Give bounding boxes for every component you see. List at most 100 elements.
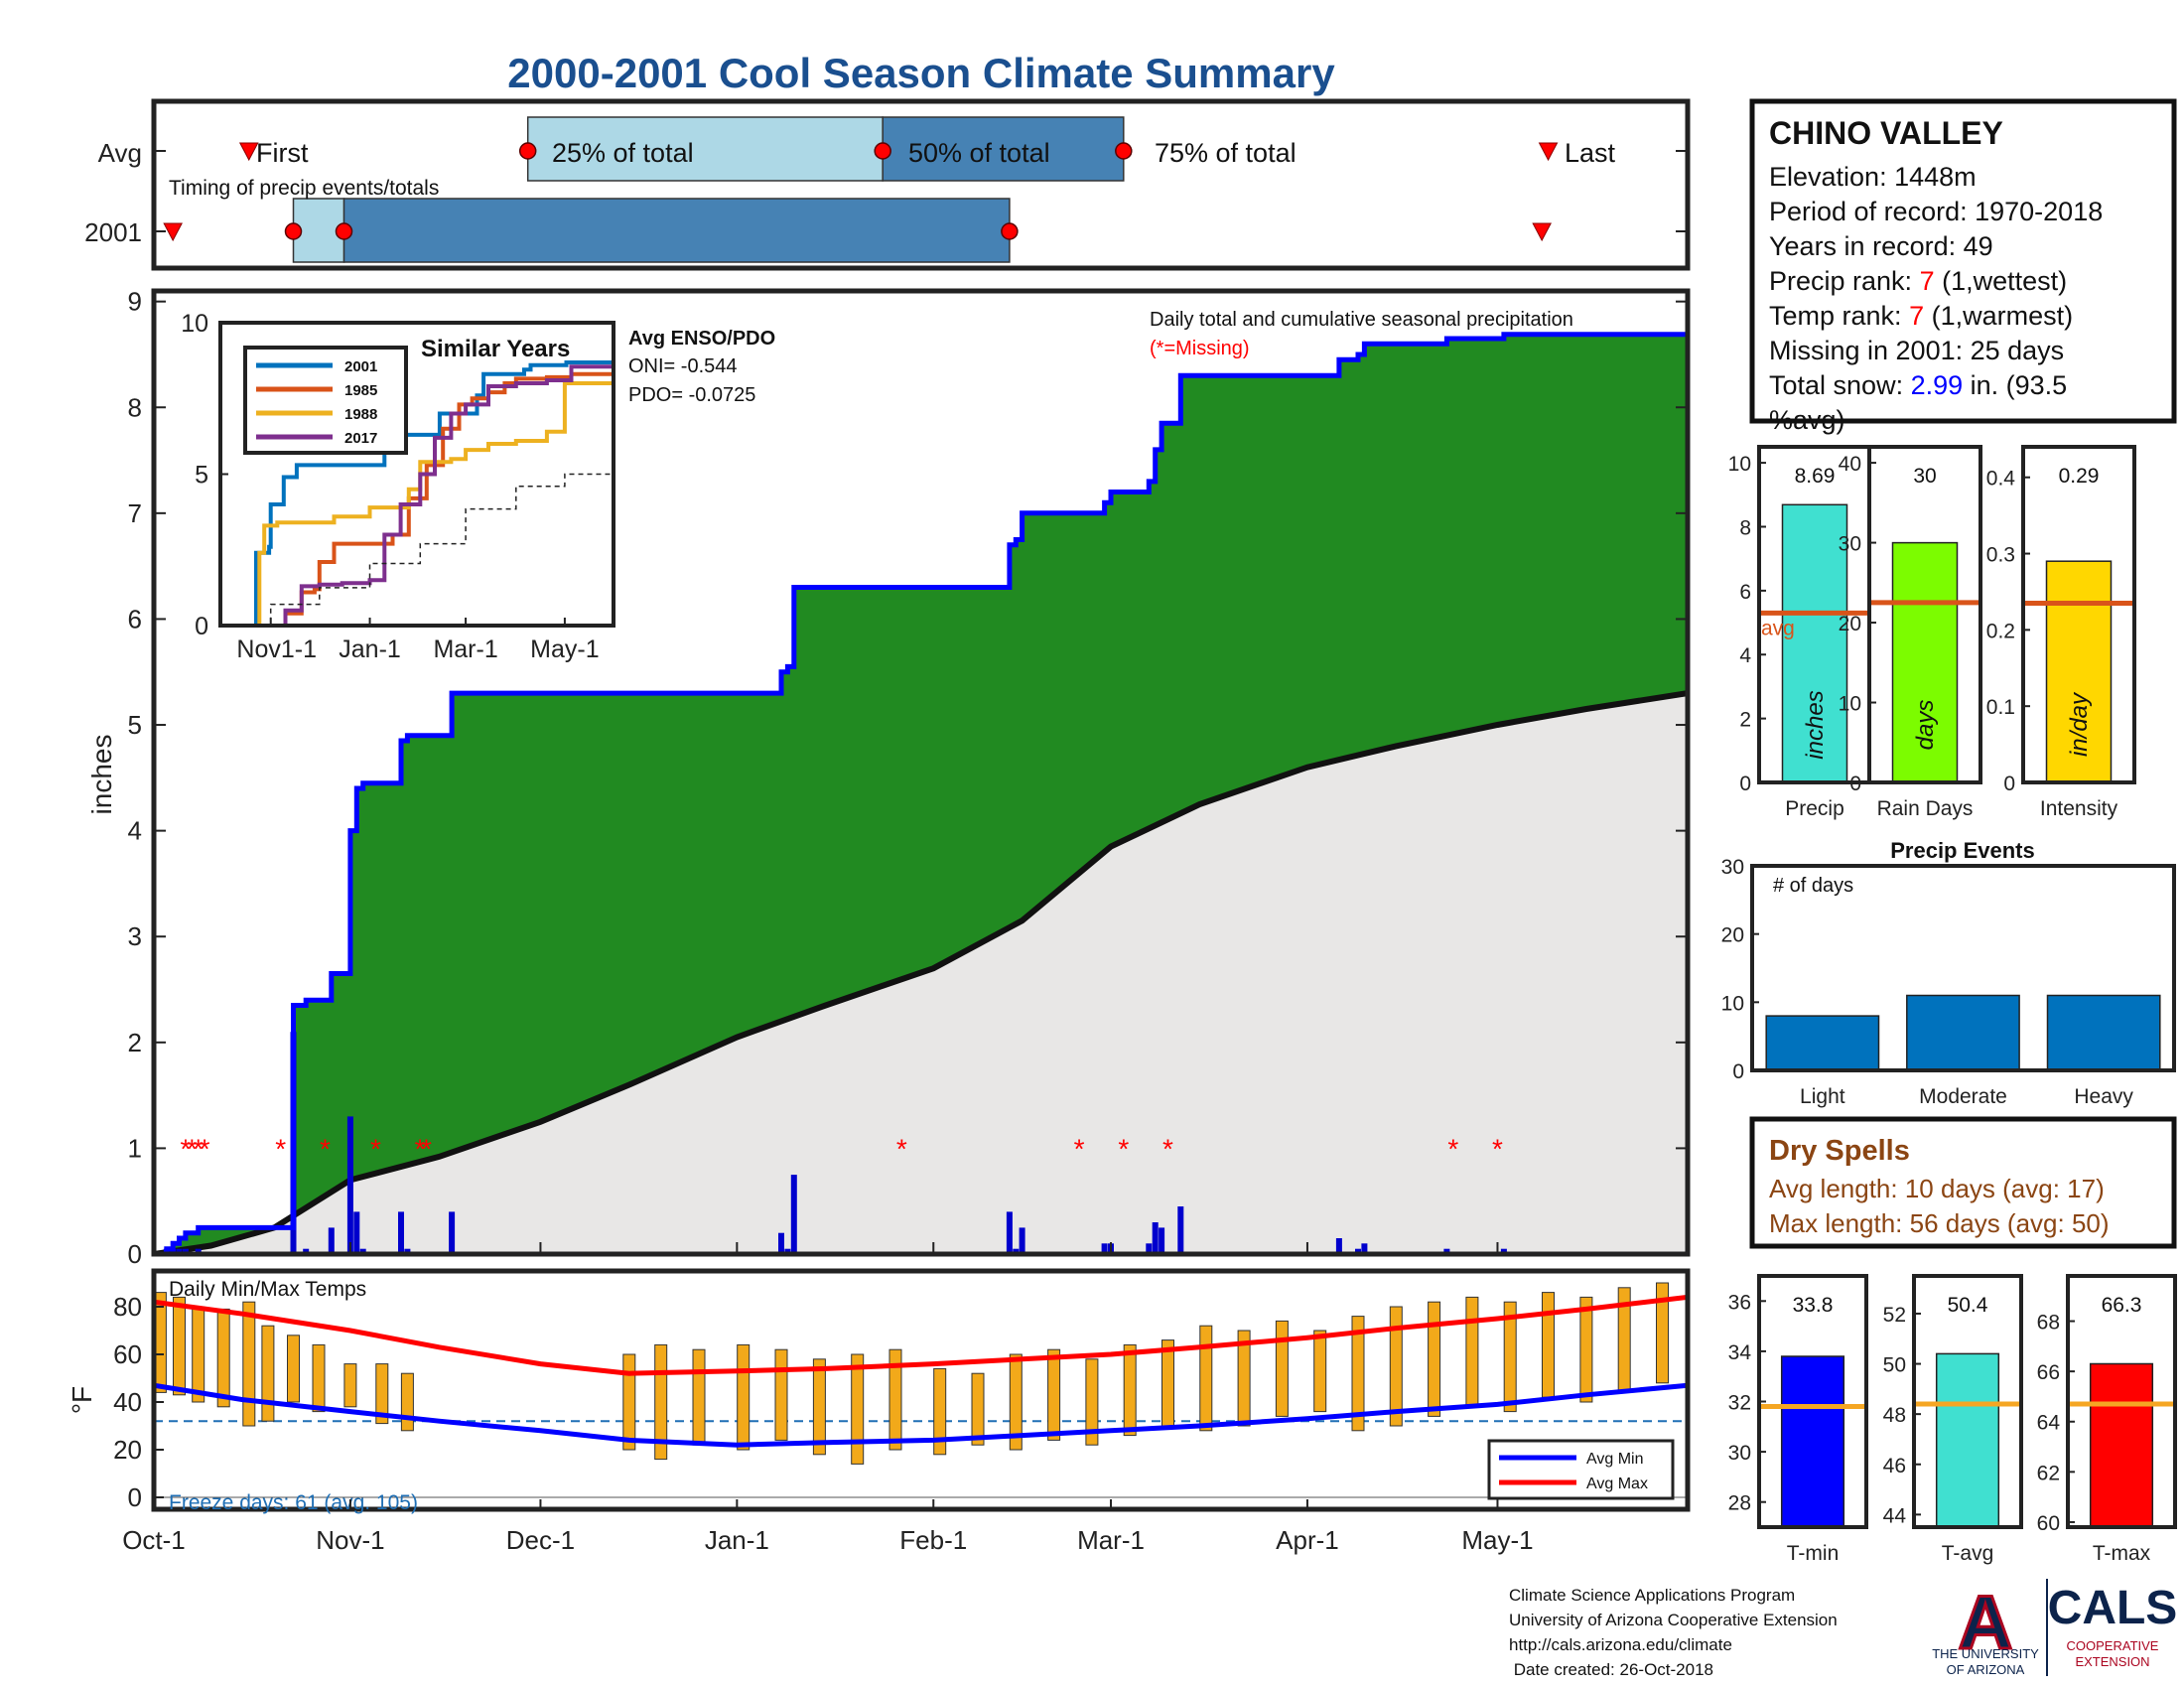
inset-y-tick-label: 0 — [195, 613, 208, 640]
daily-temp-bar — [933, 1367, 947, 1456]
station-years: Years in record: 49 — [1769, 231, 1993, 261]
precip-chart: 0 2 4 6 8 10 8.69 Precip inches avg — [1728, 445, 1872, 820]
precip-y-tick-label: 10 — [1728, 453, 1751, 476]
inset-series-2017 — [220, 364, 614, 626]
intensity-bar — [2045, 560, 2113, 783]
missing-day-markers: **** * * * ** * * * * * * — [180, 1133, 1503, 1164]
daily-precip-bar — [182, 1248, 189, 1254]
daily-precip-bar — [784, 1248, 791, 1254]
cals-logo: CALS COOPERATIVE EXTENSION — [2048, 1582, 2178, 1669]
precip-event-label: Heavy — [2074, 1085, 2133, 1108]
intensity-y-tick-label: 0.3 — [1986, 544, 2015, 567]
missing-day-marker: * — [193, 1133, 204, 1164]
timing-label-25: 25% of total — [552, 138, 694, 168]
season-x-tick-label: Jan-1 — [705, 1525, 769, 1555]
avg-50-marker — [874, 142, 891, 160]
intensity-y-tick-label: 0 — [2003, 773, 2015, 795]
precip-value-label: 8.69 — [1795, 465, 1836, 488]
station-info-frame — [1749, 98, 2177, 424]
station-elevation: Elevation: 1448m — [1769, 162, 1977, 192]
precip-events-frame — [1750, 864, 2176, 1072]
precip-avg-label: avg — [1761, 617, 1795, 639]
rain-days-y-tick-label: 0 — [1849, 773, 1861, 795]
oni-value: ONI= -0.544 — [628, 355, 738, 377]
t-avg-bar — [1935, 1352, 2000, 1528]
daily-temp-bar — [287, 1335, 300, 1403]
inset-x-tick-label: Mar-1 — [433, 635, 497, 663]
t-min-bar — [1780, 1355, 1845, 1528]
daily-temp-bar — [812, 1358, 826, 1456]
daily-temp-bar — [1313, 1330, 1327, 1413]
station-name: CHINO VALLEY — [1769, 115, 2003, 151]
missing-day-marker: * — [320, 1133, 331, 1164]
daily-temp-bar — [1389, 1306, 1403, 1427]
precip-bar — [1781, 503, 1848, 783]
precip-x-label: Precip — [1785, 797, 1844, 820]
t-avg-y-tick-label: 50 — [1883, 1354, 1906, 1377]
daily-temp-bar — [216, 1308, 230, 1408]
daily-precip-bar — [1146, 1243, 1153, 1254]
pdo-value: PDO= -0.0725 — [628, 384, 755, 406]
daily-precip-bar — [1006, 1211, 1013, 1254]
cumulative-precip-line — [154, 332, 1688, 1254]
daily-temp-bar — [1161, 1339, 1174, 1427]
season-x-tick-label: Mar-1 — [1077, 1525, 1145, 1555]
footer-line-1: Climate Science Applications Program — [1509, 1586, 1795, 1605]
station-precip-rank: Precip rank: 7 (1,wettest) — [1769, 266, 2067, 296]
precip-y-tick-label: 2 — [1739, 709, 1751, 732]
intensity-y-tick-label: 0.1 — [1986, 696, 2015, 719]
avg-first-marker — [238, 142, 259, 162]
daily-temp-bar — [1503, 1301, 1517, 1413]
temp-chart-frame — [151, 1268, 1691, 1512]
freeze-days-note: Freeze days: 61 (avg. 105) — [169, 1491, 418, 1514]
precip-rank-suffix: (1,wettest) — [1935, 266, 2068, 296]
precip-rank-label: Precip rank: — [1769, 266, 1920, 296]
cals-logo-text: CALS — [2048, 1582, 2178, 1634]
daily-temp-bar — [888, 1348, 902, 1451]
precip-events-y-tick-label: 20 — [1721, 924, 1744, 947]
daily-temp-bar — [1009, 1353, 1023, 1451]
temp-y-tick-label: 20 — [113, 1435, 142, 1465]
daily-temp-bar — [343, 1363, 357, 1408]
avg-25-marker — [518, 142, 537, 160]
missing-day-marker: * — [180, 1133, 191, 1164]
missing-day-marker: * — [200, 1133, 210, 1164]
t-min-x-label: T-min — [1787, 1542, 1840, 1565]
daily-precip-bar — [328, 1227, 335, 1254]
season-x-tick-label: Feb-1 — [899, 1525, 967, 1555]
avg-last-marker — [1538, 142, 1559, 162]
ua-logo-text-1: THE UNIVERSITY — [1932, 1646, 2039, 1661]
daily-precip-bar — [1152, 1222, 1159, 1254]
missing-day-marker: * — [370, 1133, 381, 1164]
daily-temp-bar — [1275, 1320, 1289, 1417]
timing-row-label-year: 2001 — [84, 217, 142, 247]
precip-y-tick-label: 6 — [128, 604, 142, 633]
daily-temp-bar — [1428, 1301, 1441, 1417]
daily-temp-bar — [173, 1296, 186, 1396]
rain-days-y-tick-label: 10 — [1839, 693, 1861, 716]
intensity-frame — [2021, 445, 2136, 784]
footer-line-3: http://cals.arizona.edu/climate — [1509, 1635, 1732, 1654]
legend-avg-min: Avg Min — [1586, 1451, 1644, 1468]
daily-precip-bar — [790, 1175, 797, 1254]
temp-rank-suffix: (1,warmest) — [1924, 301, 2073, 331]
inset-series-1988 — [220, 381, 614, 626]
t-min-y-tick-label: 34 — [1728, 1341, 1752, 1364]
daily-temp-bar — [375, 1363, 389, 1425]
inset-legend-items: 2001 1985 1988 2017 — [256, 358, 377, 447]
t-max-frame — [2066, 1274, 2177, 1529]
temp-y-label: °F — [67, 1386, 97, 1414]
inset-series-average — [220, 465, 614, 626]
daily-precip-bar — [1013, 1248, 1020, 1254]
avg-max-line — [154, 1294, 1688, 1376]
season-x-axis: Oct-1 Nov-1 Dec-1 Jan-1 Feb-1 Mar-1 Apr-1 May-1 — [122, 1242, 1534, 1555]
t-avg-chart: 44 46 48 50 52 50.4 T-avg — [1883, 1274, 2023, 1565]
temp-legend-box — [1487, 1439, 1675, 1500]
intensity-y-tick-label: 0.4 — [1986, 468, 2016, 491]
precip-event-label: Moderate — [1919, 1085, 2007, 1108]
inset-legend-label: 1988 — [344, 406, 377, 423]
precip-events-y-tick-label: 10 — [1721, 992, 1744, 1015]
timing-label-75: 75% of total — [1155, 138, 1297, 168]
precip-events-chart: Precip Events Light Moderate Heavy0102030 … — [1721, 838, 2176, 1108]
